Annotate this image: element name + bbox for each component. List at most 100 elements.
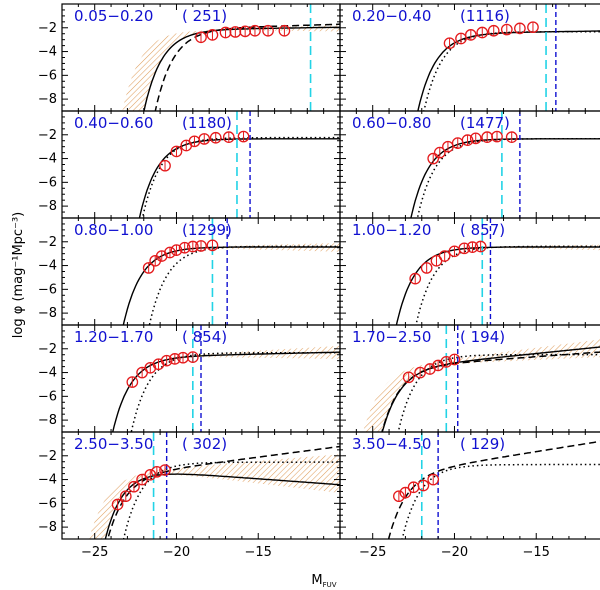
uncertainty-band — [112, 345, 340, 432]
x-tick-label: −20 — [163, 545, 190, 560]
data-point — [409, 272, 422, 285]
fit-curve — [395, 246, 600, 325]
x-tick-label: −15 — [245, 545, 272, 560]
redshift-range-label: 0.60−0.80 — [352, 114, 431, 132]
redshift-range-label: 1.70−2.50 — [352, 328, 431, 346]
x-tick-label: −25 — [359, 545, 386, 560]
panels-layer: −2 −4 −6 −8 0.05−0.20 ( 251) 0.20−0.40 (1116) −2… — [38, 3, 600, 560]
fit-curve — [417, 30, 600, 111]
panel-plot-area — [112, 325, 340, 432]
redshift-range-label: 1.00−1.20 — [352, 221, 431, 239]
data-point — [427, 152, 440, 165]
galaxy-count-label: ( 302) — [182, 435, 227, 453]
x-axis-title-sub: FUV — [323, 581, 337, 589]
data-point — [461, 134, 474, 146]
panel-2: 0.20−0.40 (1116) — [339, 3, 600, 112]
galaxy-count-label: (1180) — [182, 114, 232, 132]
data-point — [487, 24, 500, 37]
galaxy-count-label: ( 251) — [182, 7, 227, 25]
fit-curve — [138, 138, 340, 218]
dashed-curve — [106, 445, 340, 539]
panel-plot-area — [387, 432, 600, 539]
data-point — [119, 490, 132, 503]
data-point — [417, 479, 430, 492]
data-point — [159, 464, 171, 476]
galaxy-count-label: (1299) — [182, 221, 232, 239]
y-tick-label: −8 — [38, 199, 57, 214]
dashed-curve — [154, 23, 340, 111]
panel-plot-area — [417, 4, 600, 111]
panel-5: −2 −4 −6 −8 0.80−1.00 (1299) — [38, 217, 341, 326]
x-tick-label: −20 — [441, 545, 468, 560]
data-point — [111, 498, 124, 511]
y-tick-label: −4 — [38, 152, 57, 167]
y-tick-label: −6 — [38, 175, 57, 190]
data-point — [278, 24, 291, 37]
data-point — [262, 24, 274, 37]
data-point — [206, 29, 219, 41]
y-tick-label: −2 — [38, 235, 57, 250]
panel-plot-area — [122, 218, 340, 325]
data-point — [402, 371, 415, 384]
y-tick-label: −6 — [38, 68, 57, 83]
dashed-curve — [387, 440, 600, 539]
data-point — [443, 37, 456, 50]
panel-plot-area — [89, 432, 340, 539]
data-point — [170, 244, 183, 256]
y-tick-label: −8 — [38, 520, 57, 535]
galaxy-count-label: (1477) — [460, 114, 510, 132]
y-tick-label: −2 — [38, 21, 57, 36]
data-point — [448, 353, 461, 366]
data-point — [474, 240, 487, 253]
data-point — [420, 262, 433, 274]
galaxy-count-label: (1116) — [460, 7, 510, 25]
x-axis-title-main: M — [311, 573, 322, 588]
data-point — [491, 130, 503, 143]
redshift-range-label: 0.05−0.20 — [74, 7, 153, 25]
data-point — [195, 240, 207, 252]
panel-plot-area — [410, 111, 600, 218]
panel-6: 1.00−1.20 ( 857) — [339, 217, 600, 326]
redshift-range-label: 0.40−0.60 — [74, 114, 153, 132]
redshift-range-label: 1.20−1.70 — [74, 328, 153, 346]
data-point — [514, 22, 526, 35]
uncertainty-band — [122, 25, 340, 111]
data-point — [427, 473, 440, 486]
x-tick-label: −15 — [523, 545, 550, 560]
y-tick-label: −4 — [38, 259, 57, 274]
fit-curve — [112, 351, 340, 432]
data-point — [237, 130, 250, 143]
y-tick-label: −8 — [38, 92, 57, 107]
data-point — [159, 159, 171, 172]
data-point — [505, 131, 518, 144]
redshift-range-label: 0.80−1.00 — [74, 221, 153, 239]
redshift-range-label: 2.50−3.50 — [74, 435, 153, 453]
data-point — [168, 353, 181, 365]
data-point — [466, 241, 479, 253]
data-point — [170, 145, 183, 158]
axis-labels: log φ (mag⁻¹Mpc⁻³) MFUV — [11, 212, 337, 589]
uncertainty-band — [123, 243, 340, 325]
data-point — [150, 465, 163, 478]
data-point — [186, 240, 199, 253]
x-tick-label: −25 — [81, 545, 108, 560]
y-tick-label: −2 — [38, 449, 57, 464]
panel-8: 1.70−2.50 ( 194) — [339, 324, 600, 433]
data-point — [527, 21, 539, 34]
data-point — [500, 23, 513, 36]
panel-10: −25 −20 −15 3.50−4.50 ( 129) — [339, 431, 600, 560]
data-point — [164, 246, 176, 259]
y-tick-label: −2 — [38, 128, 57, 143]
data-point — [399, 486, 412, 499]
data-point — [160, 354, 173, 367]
data-point — [469, 132, 482, 145]
data-point — [126, 376, 139, 388]
galaxy-count-label: ( 854) — [182, 328, 227, 346]
y-tick-label: −6 — [38, 496, 57, 511]
data-point — [393, 490, 405, 503]
y-tick-label: −4 — [38, 473, 57, 488]
dotted-curve — [141, 136, 340, 218]
y-axis-title: log φ (mag⁻¹Mpc⁻³) — [11, 212, 26, 338]
panel-9: −2 −4 −6 −8 −25 −20 −15 2.50−3.50 ( 302) — [38, 431, 341, 560]
